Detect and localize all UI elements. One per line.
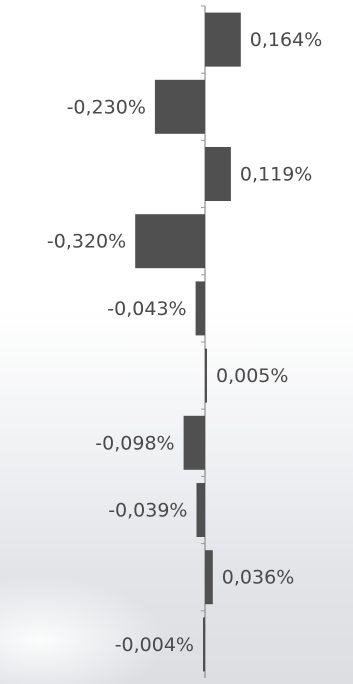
data-label-2: 0,119%: [240, 164, 312, 186]
data-labels: 0,164% -0,230% 0,119% -0,320% -0,043% 0,005% -…: [47, 29, 322, 656]
bar-3: [135, 214, 205, 269]
data-label-5: 0,005%: [216, 365, 288, 387]
bar-5: [205, 348, 207, 403]
bar-7: [196, 483, 205, 537]
data-label-0: 0,164%: [250, 29, 322, 51]
data-label-8: 0,036%: [222, 567, 294, 589]
data-label-7: -0,039%: [108, 500, 187, 522]
bar-0: [205, 12, 241, 67]
bar-1: [154, 79, 205, 134]
bars: [135, 5, 241, 672]
data-label-3: -0,320%: [47, 231, 126, 253]
bar-2: [205, 147, 231, 201]
bar-6: [183, 415, 205, 470]
data-label-1: -0,230%: [67, 96, 146, 118]
bar-4: [195, 281, 205, 336]
bar-9: [203, 617, 205, 672]
data-label-6: -0,098%: [95, 432, 174, 454]
bar-8: [205, 550, 213, 605]
data-label-9: -0,004%: [115, 634, 194, 656]
data-label-4: -0,043%: [107, 298, 186, 320]
